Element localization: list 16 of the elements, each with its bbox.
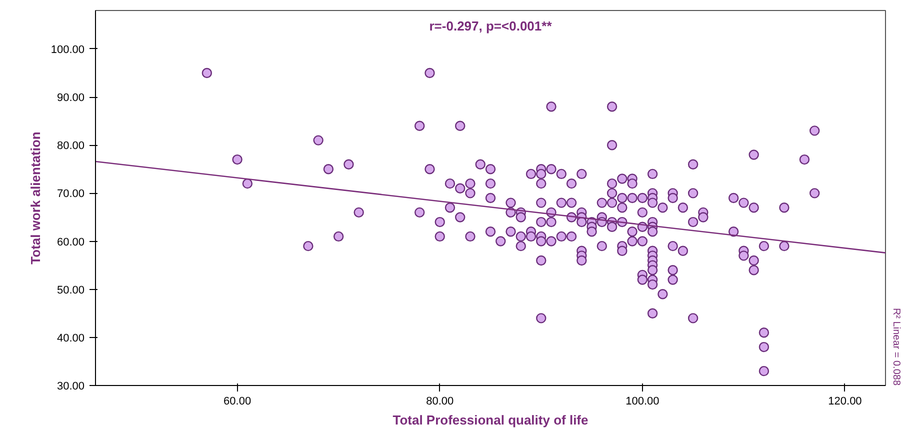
y-tick-label: 40.00	[56, 332, 85, 344]
x-axis-title: Total Professional quality of life	[392, 412, 588, 428]
y-tick-label: 60.00	[56, 236, 85, 248]
text: R² Linear = 0.088	[890, 308, 902, 386]
y-tick-label: 80.00	[56, 140, 85, 152]
y-tick-label: 50.00	[56, 284, 85, 296]
x-tick-label: 60.00	[224, 396, 252, 408]
y-tick-label: 30.00	[56, 380, 85, 392]
y-tick-label: 100.00	[50, 44, 85, 56]
x-tick-label: 120.00	[828, 396, 862, 408]
y-tick-label: 70.00	[56, 188, 85, 200]
x-tick-label: 100.00	[626, 396, 660, 408]
y-tick-label: 90.00	[56, 92, 85, 104]
annotation: r=-0.297, p=<0.001**	[429, 18, 553, 34]
x-tick-label: 80.00	[426, 396, 454, 408]
y-axis-title: Total work alientation	[28, 132, 43, 264]
